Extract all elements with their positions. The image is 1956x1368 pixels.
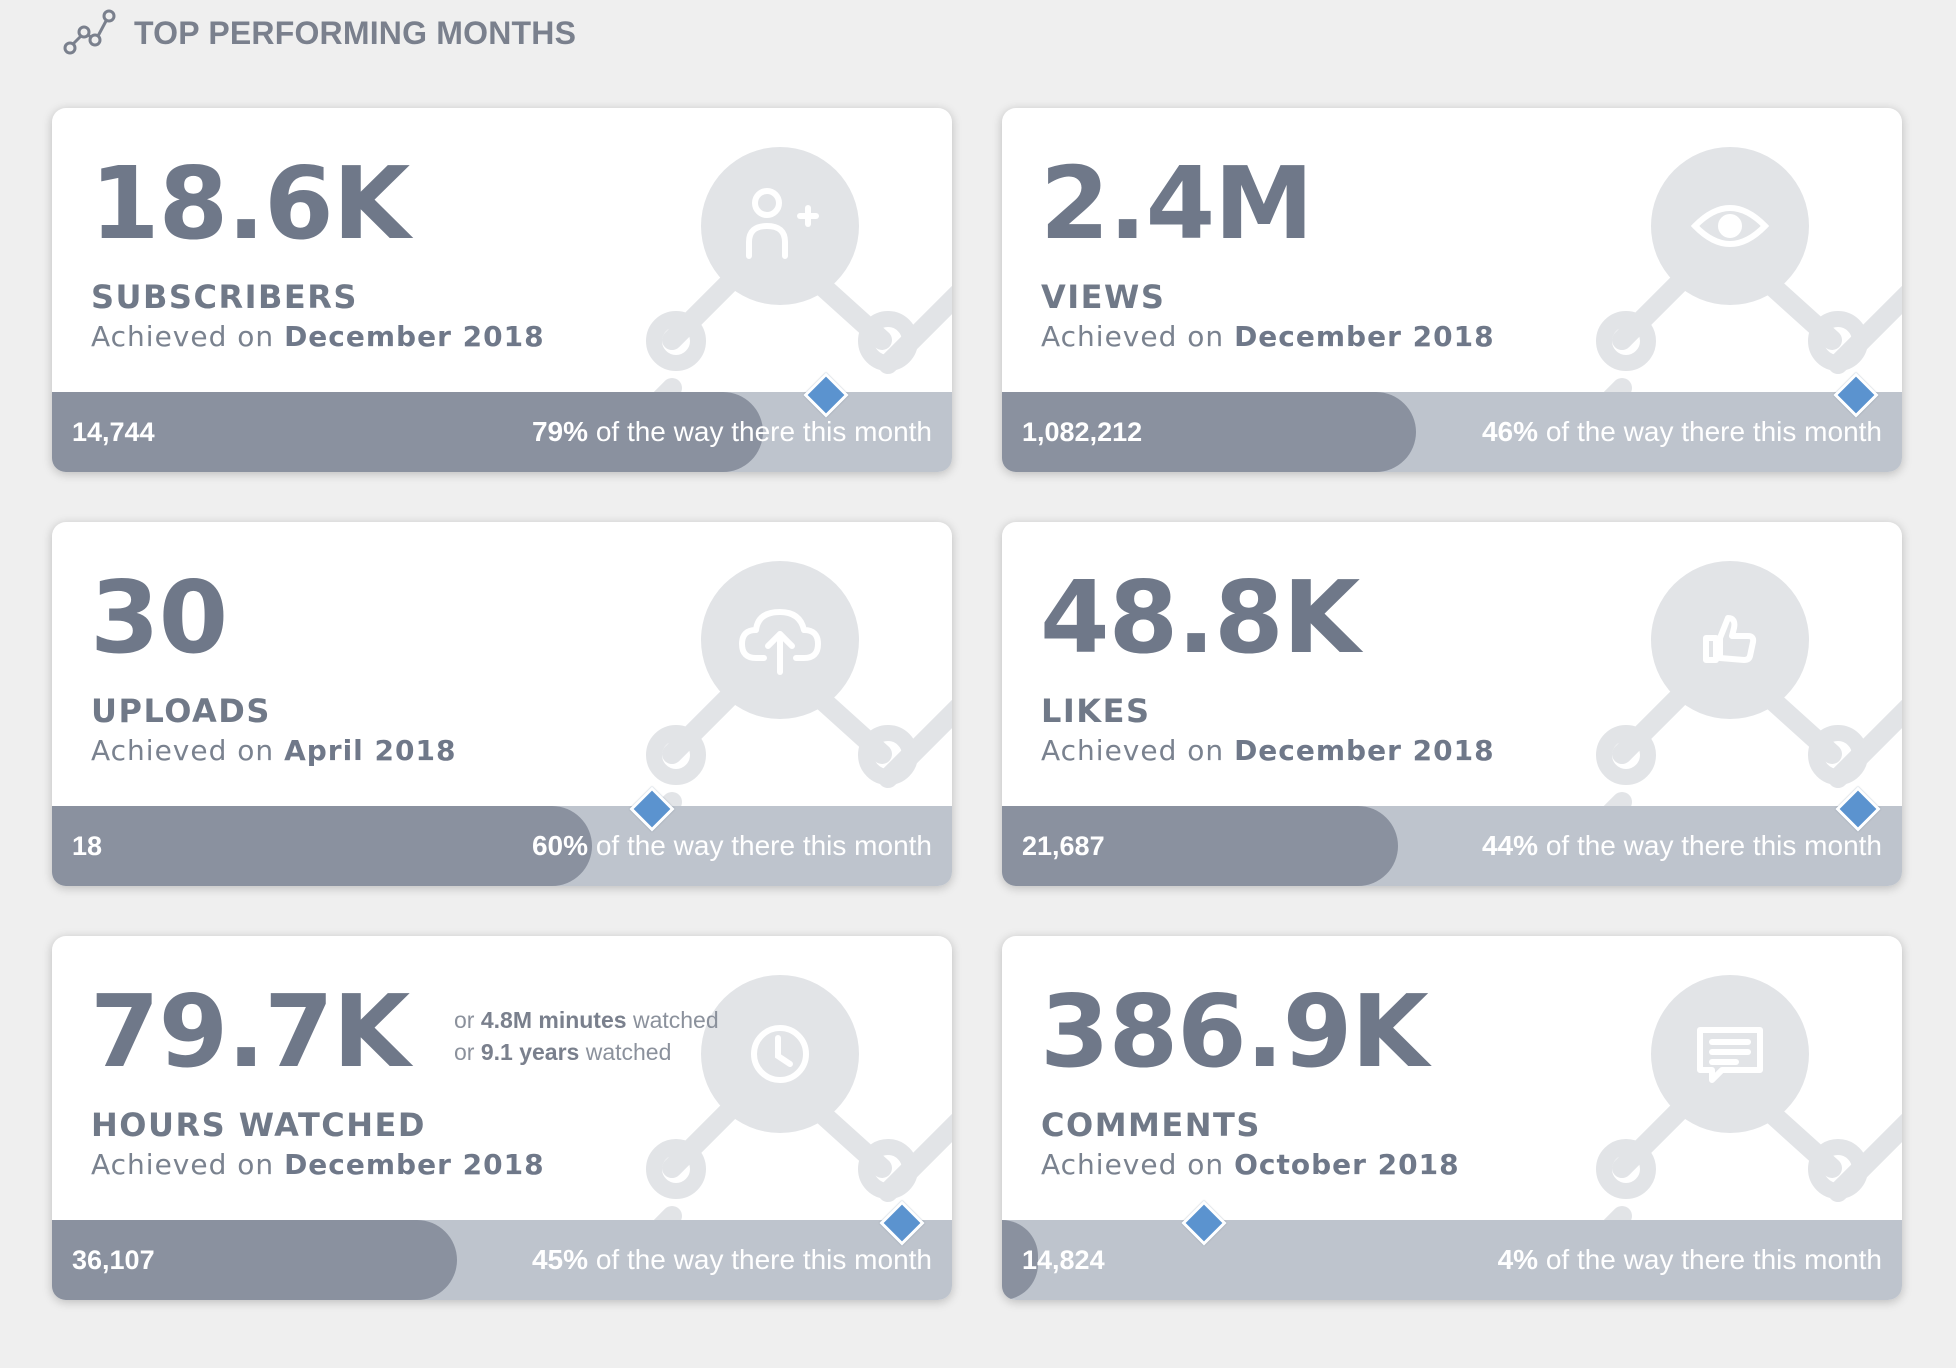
section-header: TOP PERFORMING MONTHS bbox=[62, 8, 576, 58]
add-user-icon bbox=[746, 188, 819, 259]
achieved-text: Achieved on October 2018 bbox=[1041, 1148, 1460, 1181]
metric-value: 2.4M bbox=[1040, 145, 1314, 262]
metric-card-subscribers: 18.6K SUBSCRIBERS Achieved on December 2… bbox=[52, 108, 952, 472]
minutes-watched-line: or 4.8M minutes watched bbox=[454, 1007, 719, 1033]
metric-value: 386.9K bbox=[1040, 973, 1429, 1090]
progress-count: 14,824 bbox=[1022, 1245, 1105, 1275]
progress-text: 4% of the way there this month bbox=[1497, 1244, 1882, 1275]
achieved-date: April 2018 bbox=[284, 734, 457, 767]
progress-bar: 14,744 79% of the way there this month bbox=[52, 392, 952, 472]
progress-bar: 14,824 4% of the way there this month bbox=[1002, 1220, 1902, 1300]
progress-fill bbox=[52, 392, 763, 472]
metric-label: VIEWS bbox=[1041, 278, 1166, 316]
progress-count: 1,082,212 bbox=[1022, 417, 1143, 447]
progress-count: 14,744 bbox=[72, 417, 155, 447]
clock-icon bbox=[751, 1025, 809, 1083]
metric-value: 79.7K bbox=[90, 973, 410, 1090]
achieved-date: October 2018 bbox=[1234, 1148, 1460, 1181]
progress-count: 21,687 bbox=[1022, 831, 1105, 861]
achieved-text: Achieved on April 2018 bbox=[91, 734, 457, 767]
background-trend-graphic bbox=[602, 147, 952, 458]
cloud-upload-icon bbox=[739, 609, 821, 675]
progress-bar: 18 60% of the way there this month bbox=[52, 806, 952, 886]
achieved-date: December 2018 bbox=[1234, 734, 1495, 767]
progress-fill bbox=[52, 1220, 457, 1300]
progress-bar: 21,687 44% of the way there this month bbox=[1002, 806, 1902, 886]
progress-bar: 36,107 45% of the way there this month bbox=[52, 1220, 952, 1300]
progress-text: 45% of the way there this month bbox=[531, 1244, 932, 1275]
metric-value: 18.6K bbox=[90, 145, 410, 262]
achieved-text: Achieved on December 2018 bbox=[1041, 734, 1495, 767]
metric-value: 48.8K bbox=[1040, 559, 1360, 676]
achieved-text: Achieved on December 2018 bbox=[91, 320, 545, 353]
thumbs-up-icon bbox=[1703, 615, 1757, 663]
metric-value: 30 bbox=[90, 559, 228, 676]
achieved-date: December 2018 bbox=[284, 320, 545, 353]
progress-fill bbox=[52, 806, 592, 886]
years-watched-line: or 9.1 years watched bbox=[454, 1039, 672, 1065]
metric-label: COMMENTS bbox=[1041, 1106, 1261, 1144]
metric-label: SUBSCRIBERS bbox=[91, 278, 358, 316]
metric-label: HOURS WATCHED bbox=[91, 1106, 426, 1144]
progress-text: 46% of the way there this month bbox=[1481, 416, 1882, 447]
line-chart-icon bbox=[63, 9, 116, 55]
achieved-date: December 2018 bbox=[284, 1148, 545, 1181]
metric-card-likes: 48.8K LIKES Achieved on December 2018 21… bbox=[1002, 522, 1902, 886]
metric-card-comments: 386.9K COMMENTS Achieved on October 2018… bbox=[1002, 936, 1902, 1300]
progress-text: 79% of the way there this month bbox=[531, 416, 932, 447]
progress-bar: 1,082,212 46% of the way there this mont… bbox=[1002, 392, 1902, 472]
eye-icon bbox=[1690, 205, 1770, 247]
progress-text: 60% of the way there this month bbox=[531, 830, 932, 861]
achieved-date: December 2018 bbox=[1234, 320, 1495, 353]
progress-fill bbox=[1002, 392, 1416, 472]
hours-equivalents: or 4.8M minutes watched or 9.1 years wat… bbox=[454, 1004, 719, 1068]
metric-card-views: 2.4M VIEWS Achieved on December 2018 1,0… bbox=[1002, 108, 1902, 472]
section-title: TOP PERFORMING MONTHS bbox=[134, 14, 577, 51]
comment-icon bbox=[1697, 1027, 1763, 1083]
metric-card-hours-watched: 79.7K or 4.8M minutes watched or 9.1 yea… bbox=[52, 936, 952, 1300]
achieved-text: Achieved on December 2018 bbox=[91, 1148, 545, 1181]
metric-label: UPLOADS bbox=[91, 692, 271, 730]
metric-card-uploads: 30 UPLOADS Achieved on April 2018 18 60%… bbox=[52, 522, 952, 886]
progress-count: 18 bbox=[72, 831, 103, 861]
metric-label: LIKES bbox=[1041, 692, 1151, 730]
achieved-text: Achieved on December 2018 bbox=[1041, 320, 1495, 353]
progress-count: 36,107 bbox=[72, 1245, 155, 1275]
progress-text: 44% of the way there this month bbox=[1481, 830, 1882, 861]
progress-fill bbox=[1002, 806, 1398, 886]
